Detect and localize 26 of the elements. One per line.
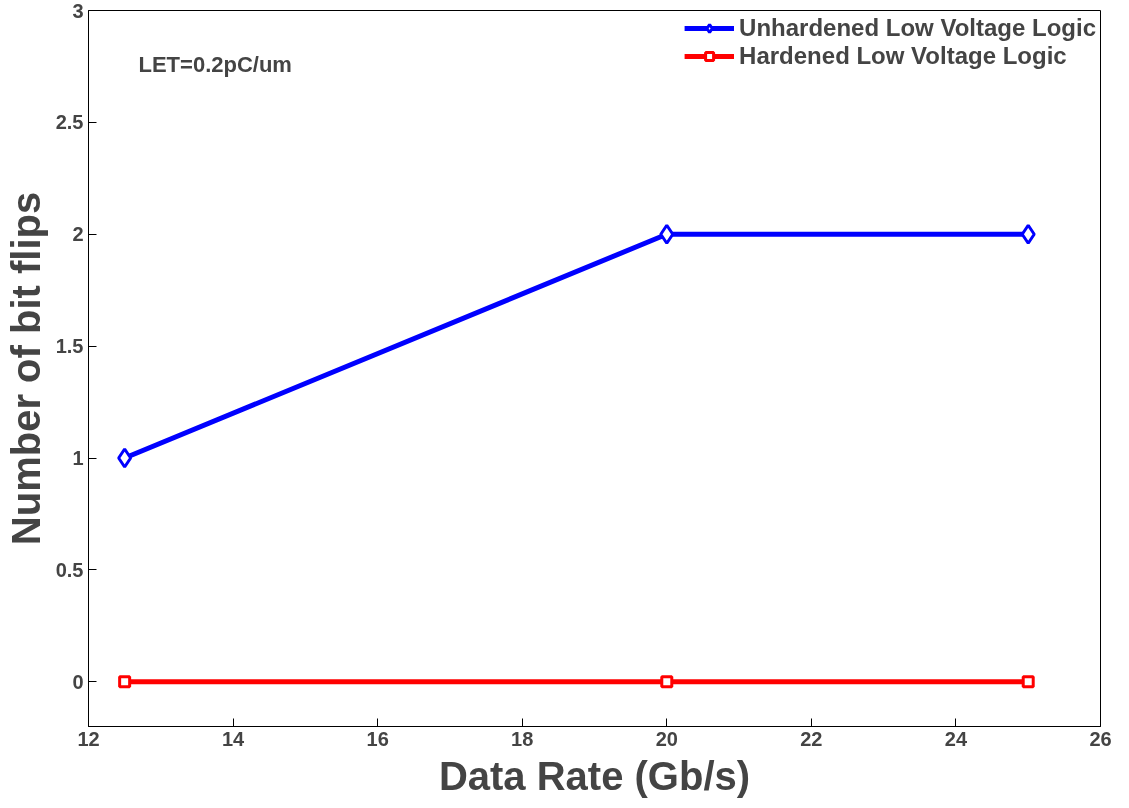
legend-label: Hardened Low Voltage Logic [739,42,1067,70]
y-tick-label: 1.5 [55,335,84,358]
x-tick-label: 22 [800,727,823,750]
point [117,447,133,469]
y-tick-label: 0 [72,670,84,693]
point [660,675,674,689]
legend-label: Unhardened Low Voltage Logic [739,14,1096,42]
y-axis-title: Number of bit flips [3,191,48,546]
x-tick-label: 18 [511,727,534,750]
x-tick-label: 24 [944,727,968,750]
x-tick-label: 12 [77,727,100,750]
point [1021,675,1035,689]
annotation: LET=0.2pC/um [138,51,292,77]
point [1020,223,1036,245]
x-tick-label: 26 [1089,727,1112,750]
y-tick-label: 3 [72,0,84,22]
x-tick-label: 20 [655,727,678,750]
x-tick-label: 14 [221,727,246,750]
y-tick-label: 0.5 [55,558,84,581]
point [659,223,675,245]
point [118,675,132,689]
y-tick-label: 1 [72,447,84,469]
y-tick-label: 2.5 [55,111,84,134]
x-axis-title: Data Rate (Gb/s) [438,753,751,798]
x-tick-label: 16 [366,727,389,750]
y-tick-label: 2 [72,223,84,246]
